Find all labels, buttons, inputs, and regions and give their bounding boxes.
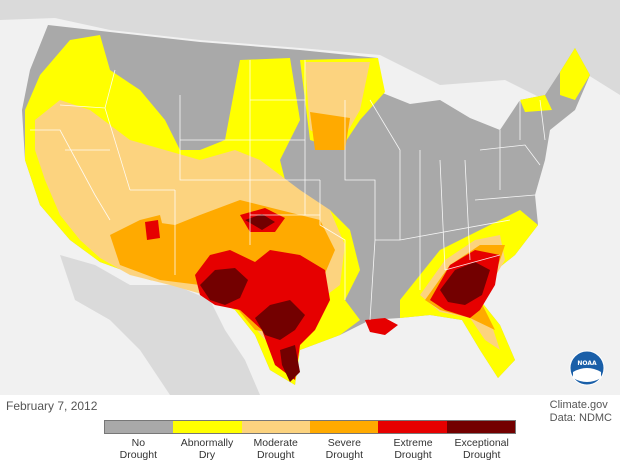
legend-label-exceptional-drought: Exceptional Drought xyxy=(447,437,516,461)
legend-label-line1: Exceptional xyxy=(454,437,509,449)
abnormally-dry-northeast xyxy=(520,48,590,112)
legend-swatch-no-drought xyxy=(105,421,174,433)
mexico-landmass xyxy=(60,255,260,395)
legend-swatch-exceptional-drought xyxy=(446,421,515,433)
credit-data: Data: NDMC xyxy=(549,412,612,424)
legend-label-line1: No xyxy=(131,437,146,449)
canada-landmass xyxy=(0,0,620,100)
legend-swatch-extreme-drought xyxy=(378,421,447,433)
legend-label-line1: Extreme xyxy=(393,437,433,449)
exceptional-drought-south-texas xyxy=(280,345,300,382)
exceptional-drought-west-texas xyxy=(200,268,248,305)
legend-label-no-drought: No Drought xyxy=(104,437,173,461)
drought-map xyxy=(0,0,620,395)
noaa-logo: NOAA xyxy=(569,350,605,386)
extreme-drought-new-mexico xyxy=(145,220,160,240)
exceptional-drought-georgia xyxy=(440,262,490,305)
legend-color-bar xyxy=(104,420,516,434)
severe-drought-minnesota xyxy=(310,112,350,150)
legend-label-line2: Drought xyxy=(257,449,295,461)
credit-block: Climate.gov Data: NDMC xyxy=(550,399,612,425)
exceptional-drought-central-texas xyxy=(255,300,305,340)
credit-source: Climate.gov xyxy=(549,399,608,411)
legend-label-line2: Dry xyxy=(198,449,216,461)
drought-legend: No Drought Abnormally Dry Moderate Drought … xyxy=(104,420,516,461)
legend-label-line1: Severe xyxy=(327,437,361,449)
legend-swatch-abnormally-dry xyxy=(173,421,242,433)
legend-label-extreme-drought: Extreme Drought xyxy=(379,437,448,461)
legend-labels: No Drought Abnormally Dry Moderate Drought … xyxy=(104,437,516,461)
legend-label-line2: Drought xyxy=(119,449,158,461)
legend-label-line2: Drought xyxy=(394,449,432,461)
legend-swatch-severe-drought xyxy=(309,421,379,433)
map-date: February 7, 2012 xyxy=(6,399,98,413)
legend-label-line2: Drought xyxy=(325,449,364,461)
legend-label-abnormally-dry: Abnormally Dry xyxy=(173,437,242,461)
state-borders xyxy=(30,60,546,321)
legend-label-line1: Abnormally xyxy=(180,437,234,449)
legend-label-line2: Drought xyxy=(463,449,501,461)
legend-label-line1: Moderate xyxy=(253,437,298,449)
legend-label-severe-drought: Severe Drought xyxy=(310,437,379,461)
noaa-logo-text: NOAA xyxy=(577,360,597,367)
legend-swatch-moderate-drought xyxy=(241,421,310,433)
legend-label-moderate-drought: Moderate Drought xyxy=(241,437,310,461)
extreme-drought-louisiana xyxy=(365,318,398,335)
exceptional-drought-panhandle xyxy=(245,214,275,230)
